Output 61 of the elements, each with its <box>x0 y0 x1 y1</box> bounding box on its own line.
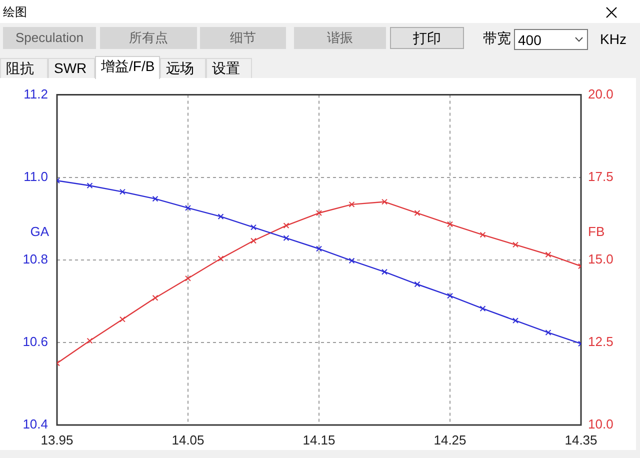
point <box>250 238 256 244</box>
point <box>414 281 420 288</box>
point <box>382 198 388 205</box>
point <box>86 338 93 344</box>
y2-tick-label: 15.0 <box>588 251 614 266</box>
y-tick-label: 10.8 <box>22 251 48 266</box>
y2-tick-label: 20.0 <box>588 86 614 102</box>
tab-label: SWR <box>54 60 87 76</box>
dropdown-value: 400 <box>518 32 542 48</box>
tab-label: 设置 <box>212 60 240 76</box>
point <box>545 330 552 336</box>
x-tick-label: 14.05 <box>172 432 204 448</box>
point <box>545 252 552 258</box>
point <box>152 196 158 202</box>
point <box>283 235 290 241</box>
button-label: 打印 <box>413 30 441 46</box>
button-label: Speculation <box>16 30 84 45</box>
y2-axis-title: FB <box>588 224 605 240</box>
tab-label: 远场 <box>166 60 194 76</box>
y2-tick-label: 17.5 <box>588 168 614 184</box>
point <box>348 201 355 208</box>
point <box>414 210 420 216</box>
y-tick-label: 11.2 <box>24 86 48 102</box>
point <box>512 242 518 248</box>
point <box>218 214 224 220</box>
label: 带宽 <box>483 30 511 46</box>
tab-label: 增益/F/B <box>101 58 155 74</box>
y-tick-label: 11.0 <box>24 168 48 184</box>
button-label: 所有点 <box>129 30 168 45</box>
chart-title: 绘图 <box>3 5 27 19</box>
x-tick-label: 14.25 <box>434 432 466 448</box>
y-tick-label: 10.4 <box>22 416 48 432</box>
x-tick-label: 14.15 <box>302 432 336 448</box>
x-tick-label: 14.35 <box>564 432 598 448</box>
point <box>512 318 518 324</box>
point <box>185 204 191 211</box>
point <box>480 306 486 312</box>
point <box>120 316 126 322</box>
button-label: 谐振 <box>327 30 353 45</box>
y2-tick-label: 10.0 <box>588 416 614 432</box>
point <box>185 275 191 282</box>
point <box>283 222 290 229</box>
point <box>86 182 93 189</box>
point <box>120 188 126 195</box>
point <box>152 294 158 301</box>
label: KHz <box>600 31 626 47</box>
point <box>250 224 256 230</box>
button-label: 细节 <box>230 30 256 45</box>
y-tick-label: 10.6 <box>22 334 48 350</box>
point <box>316 210 322 216</box>
point <box>480 232 486 238</box>
point <box>447 292 453 299</box>
point <box>382 268 388 275</box>
point <box>447 221 453 228</box>
point <box>348 258 355 264</box>
y-axis-title: GA <box>30 224 50 240</box>
tab-label: 阻抗 <box>6 60 34 76</box>
point <box>218 256 224 262</box>
point <box>316 246 322 252</box>
y2-tick-label: 12.5 <box>588 334 614 350</box>
x-tick-label: 13.95 <box>40 432 74 448</box>
